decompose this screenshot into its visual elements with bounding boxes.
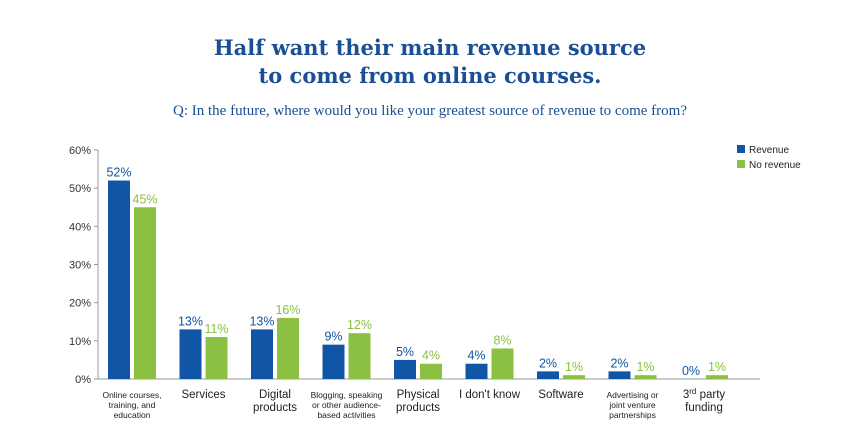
bar-no-revenue <box>277 317 299 379</box>
chart-subtitle: Q: In the future, where would you like y… <box>173 103 687 119</box>
category-label: Digital products <box>253 389 297 414</box>
category-label-line: Advertising or <box>607 390 659 400</box>
y-tick-label: 60% <box>69 145 91 157</box>
data-label: 1% <box>565 360 583 374</box>
data-label: 16% <box>275 303 300 317</box>
bar-no-revenue <box>420 363 442 379</box>
bar-revenue <box>537 371 559 379</box>
category-label-line: I don't know <box>459 389 521 401</box>
y-tick-label: 10% <box>69 336 91 348</box>
data-label: 8% <box>493 333 511 347</box>
legend-label-no-revenue: No revenue <box>749 160 801 171</box>
data-label: 4% <box>422 349 440 363</box>
data-label: 12% <box>347 318 372 332</box>
bar-revenue <box>251 329 273 379</box>
category-label: 3rd party funding <box>683 387 726 414</box>
bar-no-revenue <box>205 337 228 379</box>
bar-no-revenue <box>563 375 585 379</box>
data-label: 9% <box>324 330 342 344</box>
data-label: 2% <box>610 356 628 370</box>
data-label: 1% <box>708 360 726 374</box>
bar-revenue <box>394 359 416 379</box>
y-tick-label: 20% <box>69 298 91 310</box>
legend-swatch-revenue <box>737 145 745 153</box>
category-label-line: products <box>396 402 440 414</box>
category-label-line: joint venture <box>608 400 656 410</box>
category-label-line: or other audience- <box>312 400 381 410</box>
category-label-line: Services <box>181 389 225 401</box>
category-label-line: based activities <box>317 410 375 420</box>
bar-no-revenue <box>134 207 156 379</box>
bar-revenue <box>608 371 631 379</box>
category-label: Services <box>181 389 225 401</box>
category-label-line: partnerships <box>609 410 656 420</box>
data-label: 13% <box>178 314 203 328</box>
category-label-line: funding <box>685 402 723 414</box>
data-label: 45% <box>132 192 157 206</box>
data-label: 5% <box>396 345 414 359</box>
bar-revenue <box>108 180 130 379</box>
category-label-line: 3rd party <box>683 387 726 401</box>
y-tick-label: 40% <box>69 221 91 233</box>
y-tick-label: 50% <box>69 183 91 195</box>
category-label: Advertising or joint venture partnerships <box>607 390 659 420</box>
data-label: 4% <box>467 349 485 363</box>
data-label: 1% <box>636 360 654 374</box>
bar-no-revenue <box>634 375 657 379</box>
data-label: 11% <box>204 322 228 336</box>
category-label-line: Physical <box>397 389 440 401</box>
bar-no-revenue <box>706 375 728 379</box>
category-label: Physical products <box>396 389 440 414</box>
legend-swatch-no-revenue <box>737 160 745 168</box>
category-label: Online courses, training, and education <box>102 390 161 420</box>
category-label-line: Digital <box>259 389 291 401</box>
chart-title-line-1: Half want their main revenue source <box>213 35 647 60</box>
legend-label-revenue: Revenue <box>749 145 789 156</box>
chart-title: Half want their main revenue source to c… <box>0 34 860 90</box>
chart-title-line-2: to come from online courses. <box>258 63 602 88</box>
y-tick-label: 30% <box>69 260 91 272</box>
category-label: I don't know <box>459 389 521 401</box>
bar-revenue <box>465 363 488 379</box>
data-label: 0% <box>682 364 700 378</box>
category-label: Blogging, speaking or other audience-base… <box>311 390 383 420</box>
data-label: 2% <box>539 356 557 370</box>
y-tick-label: 0% <box>75 374 91 386</box>
bar-revenue <box>322 344 345 379</box>
category-label-line: Software <box>538 389 583 401</box>
category-label-line: training, and <box>109 400 156 410</box>
category-label-line: Online courses, <box>102 390 161 400</box>
data-label: 13% <box>249 314 274 328</box>
category-label-line: products <box>253 402 297 414</box>
data-label: 52% <box>106 166 131 180</box>
bar-no-revenue <box>348 333 371 379</box>
category-label-line: education <box>114 410 151 420</box>
bar-no-revenue <box>491 348 514 379</box>
category-label: Software <box>538 389 583 401</box>
category-label-line: Blogging, speaking <box>311 390 383 400</box>
bar-revenue <box>179 329 202 379</box>
